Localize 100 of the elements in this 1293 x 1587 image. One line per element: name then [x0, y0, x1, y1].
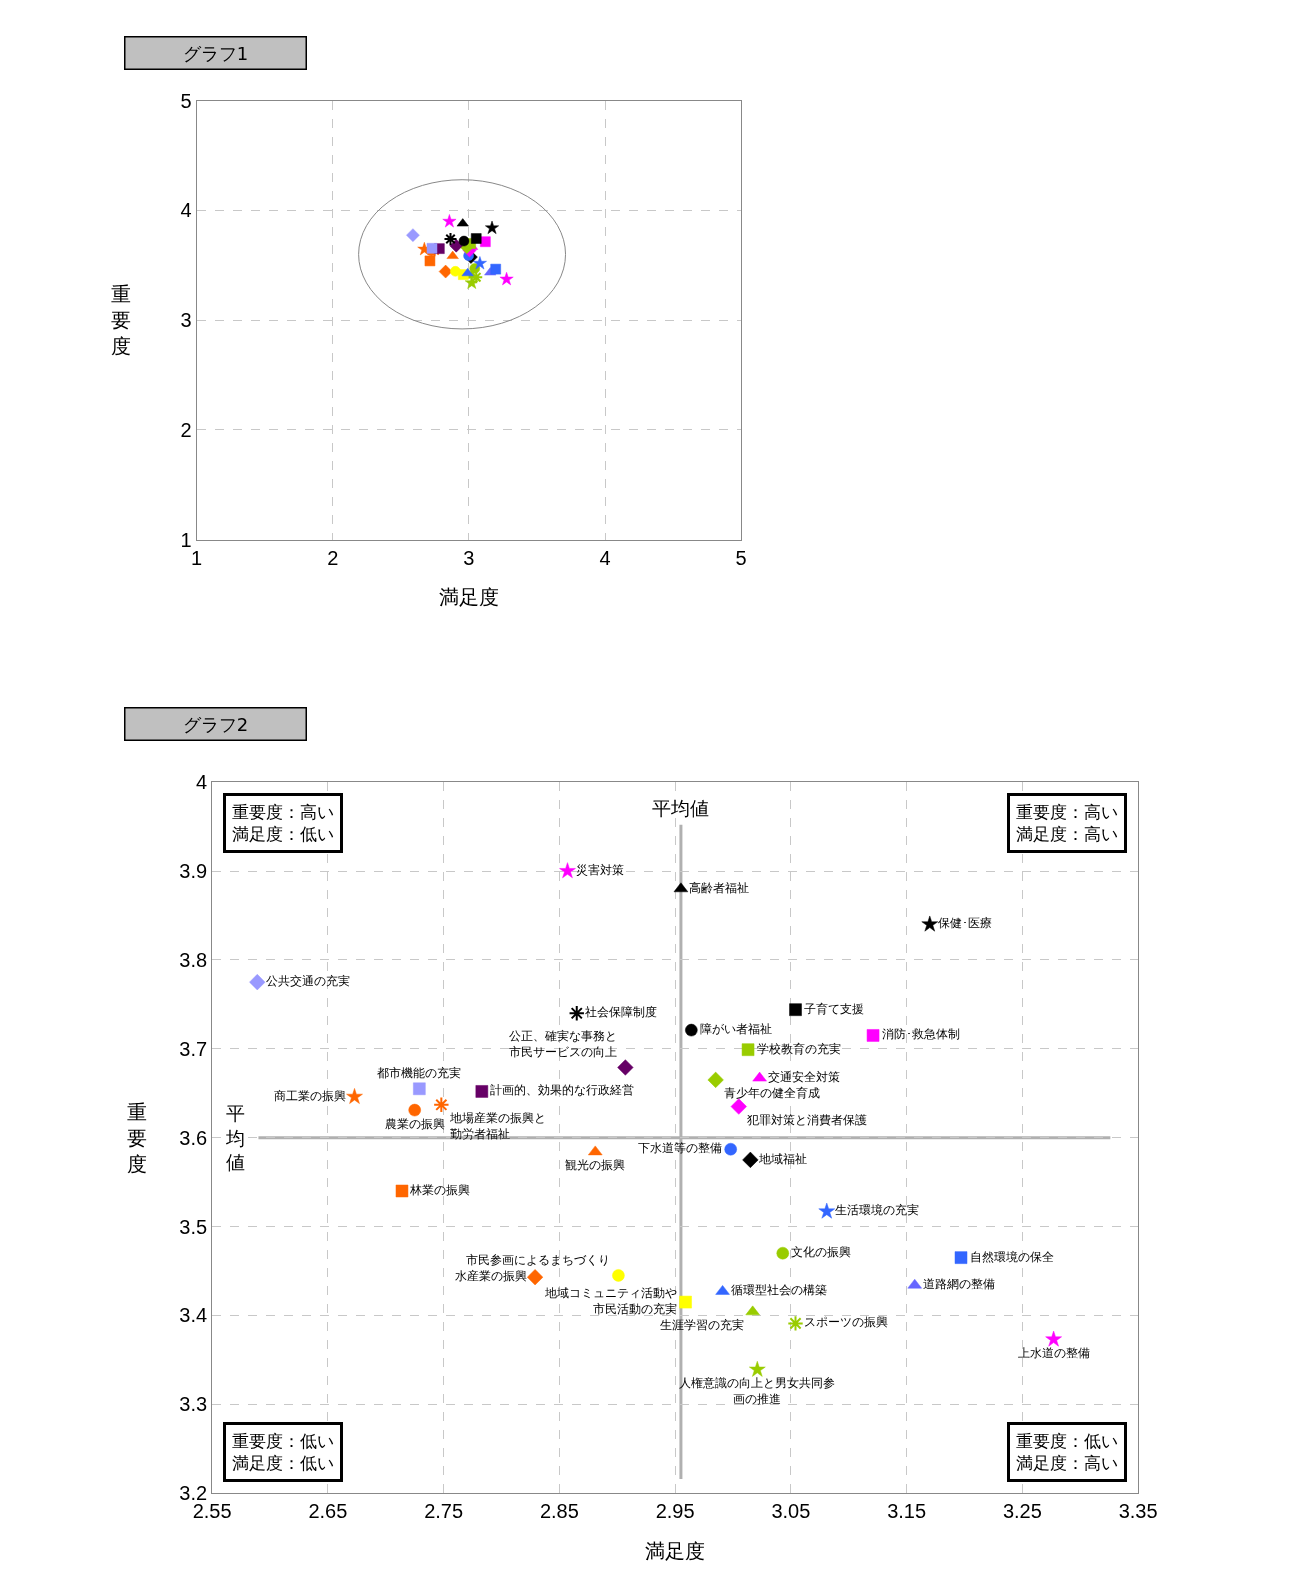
series-label: 地場産業の振興と勤労者福祉: [448, 1111, 546, 1141]
x-tick-label: 3.05: [771, 1500, 811, 1523]
y-tick-label: 3.4: [179, 1304, 208, 1327]
point: [954, 1251, 968, 1264]
series-label: 商工業の振興: [274, 1088, 347, 1103]
point: [742, 1151, 759, 1168]
point: [749, 1360, 766, 1377]
y-axis-title: 重要度: [111, 282, 131, 358]
point: [679, 1295, 692, 1309]
point: [406, 228, 420, 242]
y-tick-label: 4: [196, 771, 208, 794]
point: [249, 974, 266, 991]
annotation: 重要度：高い満足度：低い: [232, 802, 334, 845]
ref-line-label: 平均値: [652, 797, 709, 819]
series-label: 林業の振興: [409, 1182, 471, 1197]
series-label: 生涯学習の充実: [660, 1318, 745, 1333]
y-tick-label: 3.5: [179, 1215, 208, 1238]
point: [424, 255, 436, 267]
series-label: 交通安全対策: [768, 1070, 841, 1085]
series-label: 地域福祉: [757, 1151, 807, 1166]
point: [568, 1005, 585, 1022]
point: [866, 1029, 880, 1042]
point: [921, 915, 939, 932]
point: [617, 1059, 634, 1076]
y-tick-label: 3.6: [179, 1126, 208, 1149]
series-label: 自然環境の保全: [969, 1249, 1054, 1264]
y-axis-title: 重要度: [127, 1100, 147, 1176]
y-tick-label: 3: [180, 309, 192, 332]
point: [408, 1103, 421, 1117]
point: [499, 271, 514, 286]
point: [346, 1088, 363, 1104]
series-label: 水産業の振興: [454, 1269, 527, 1284]
point: [433, 1096, 450, 1113]
point: [707, 1071, 724, 1088]
series-label: 市民参画によるまちづくり: [465, 1252, 610, 1267]
series-label: 子育て支援: [804, 1001, 865, 1016]
point: [588, 1145, 603, 1156]
series-label: 道路網の整備: [923, 1277, 996, 1292]
point: [469, 270, 484, 285]
point: [685, 1023, 698, 1037]
x-tick-label: 2.65: [308, 1500, 348, 1523]
series-label: 公正、確実な事務と市民サービスの向上: [508, 1029, 617, 1059]
annotation: 重要度：低い満足度：高い: [1016, 1431, 1118, 1474]
series-label: 生活環境の充実: [835, 1203, 920, 1218]
point: [442, 214, 457, 228]
series-label: 社会保障制度: [585, 1005, 658, 1020]
series-label: スポーツの振興: [804, 1315, 889, 1330]
x-axis-title: 満足度: [439, 585, 499, 609]
point: [559, 862, 576, 879]
x-tick-label: 2.95: [655, 1500, 695, 1523]
series-label: 地域コミュニティ活動や市民活動の充実: [544, 1286, 678, 1316]
point: [787, 1315, 804, 1332]
series-label: 青少年の健全育成: [724, 1086, 821, 1101]
point: [438, 264, 453, 279]
point: [752, 1071, 767, 1082]
point: [741, 1043, 755, 1056]
series-label: 学校教育の充実: [756, 1041, 841, 1056]
series-label: 犯罪対策と消費者保護: [747, 1113, 868, 1128]
point: [818, 1202, 835, 1219]
annotation: 重要度：高い満足度：高い: [1016, 802, 1118, 845]
series-label: 高齢者福祉: [689, 880, 750, 895]
series-label: 公共交通の充実: [265, 974, 350, 989]
series-label: 障がい者福祉: [699, 1022, 772, 1037]
chart-title: グラフ2: [182, 713, 249, 735]
point: [472, 256, 487, 270]
series-label: 計画的、効果的な行政経営: [490, 1083, 635, 1098]
x-axis-title: 満足度: [645, 1539, 705, 1563]
point: [443, 231, 458, 246]
series-label: 都市機能の充実: [377, 1066, 462, 1081]
point: [776, 1246, 790, 1260]
point: [413, 1082, 426, 1096]
series-label: 人権意識の向上と男女共同参画の推進: [679, 1376, 836, 1406]
series-label: 災害対策: [575, 863, 624, 878]
x-tick-label: 2.85: [539, 1500, 579, 1523]
y-tick-label: 4: [180, 199, 192, 222]
series-label: 保健･医療: [938, 916, 993, 931]
series-label: 循環型社会の構築: [731, 1283, 828, 1298]
x-tick-label: 4: [599, 546, 611, 569]
point: [450, 266, 461, 277]
ref-line-label: 平均値: [225, 1102, 245, 1174]
y-tick-label: 2: [180, 418, 192, 441]
y-tick-label: 3.8: [179, 948, 208, 971]
annotation: 重要度：低い満足度：低い: [232, 1431, 334, 1474]
point: [612, 1269, 625, 1282]
point: [527, 1269, 544, 1286]
y-tick-label: 5: [180, 89, 192, 112]
point: [490, 263, 501, 275]
x-tick-label: 3.15: [887, 1500, 927, 1523]
point: [745, 1305, 760, 1316]
point: [458, 235, 470, 247]
x-tick-label: 2: [327, 546, 339, 569]
x-tick-label: 3.35: [1118, 1500, 1158, 1523]
series-label: 文化の振興: [791, 1245, 852, 1260]
y-tick-label: 3.9: [179, 860, 208, 883]
point: [730, 1098, 747, 1115]
x-tick-label: 5: [735, 546, 747, 569]
y-tick-label: 3.7: [179, 1037, 208, 1060]
point: [724, 1142, 737, 1156]
point: [789, 1003, 802, 1016]
x-tick-label: 3.25: [1002, 1500, 1042, 1523]
